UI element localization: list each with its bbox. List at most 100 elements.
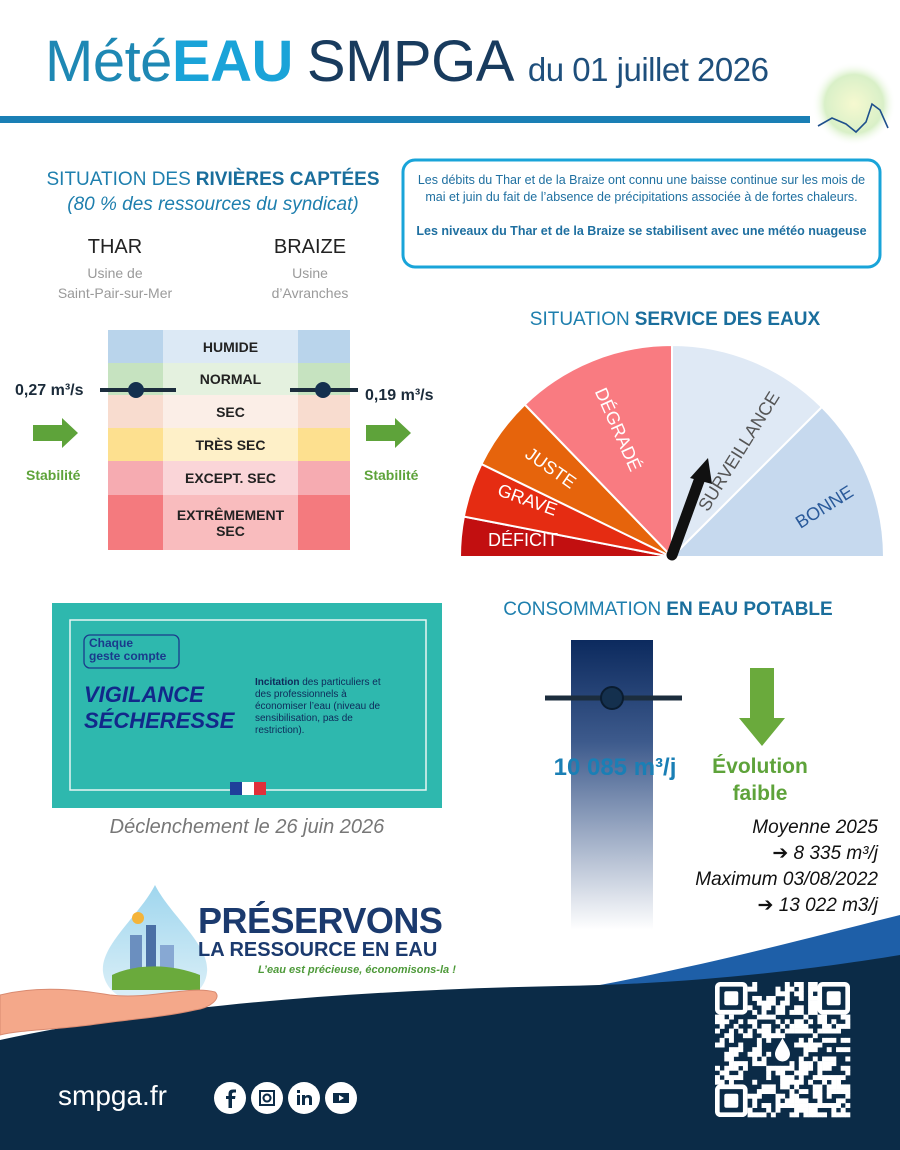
qr-module xyxy=(840,1098,846,1104)
qr-module xyxy=(752,1103,758,1108)
qr-module xyxy=(808,1037,814,1043)
qr-module xyxy=(794,1070,800,1076)
qr-module xyxy=(766,1051,772,1057)
qr-module xyxy=(724,1019,730,1025)
qr-module xyxy=(822,1065,828,1071)
qr-module xyxy=(822,1023,828,1029)
qr-module xyxy=(845,1019,851,1025)
qr-module xyxy=(798,1019,804,1025)
qr-module xyxy=(817,1089,823,1095)
qr-module xyxy=(822,1112,828,1118)
qr-module xyxy=(812,1103,818,1108)
reference-value: ➔ 8 335 m³/j xyxy=(772,843,878,864)
qr-module xyxy=(766,1089,772,1095)
qr-module xyxy=(761,1112,767,1118)
thar-marker xyxy=(100,382,176,398)
qr-module xyxy=(766,1075,772,1081)
qr-module xyxy=(728,1014,734,1020)
qr-module xyxy=(770,1084,776,1090)
qr-module xyxy=(826,1084,832,1090)
qr-module xyxy=(798,1042,804,1048)
flow-value: 0,19 m³/s xyxy=(365,387,434,404)
level-label: SEC xyxy=(216,403,245,420)
title-part: RIVIÈRES CAPTÉES xyxy=(195,169,380,190)
qr-module xyxy=(831,1061,837,1067)
social-icon xyxy=(251,1082,283,1114)
qr-module xyxy=(808,1005,814,1011)
qr-module xyxy=(812,986,818,992)
level-band xyxy=(298,428,350,461)
title-part: SITUATION DES xyxy=(46,169,191,190)
info-text: Les débits du Thar et de la Braize ont c… xyxy=(413,172,870,240)
qr-module xyxy=(831,1103,837,1108)
qr-finder xyxy=(714,1084,748,1117)
qr-module xyxy=(803,1051,809,1057)
qr-module xyxy=(761,1089,767,1095)
qr-module xyxy=(794,982,800,987)
qr-module xyxy=(840,1075,846,1081)
qr-module xyxy=(770,1014,776,1020)
trend-line: faible xyxy=(732,782,788,805)
qr-module xyxy=(840,1089,846,1095)
qr-module xyxy=(803,1112,809,1118)
qr-module xyxy=(756,1089,762,1095)
qr-module xyxy=(803,1107,809,1113)
qr-module xyxy=(831,1028,837,1034)
qr-module xyxy=(719,1019,725,1025)
qr-module xyxy=(752,1112,758,1118)
qr-module xyxy=(719,1070,725,1076)
qr-module xyxy=(728,1037,734,1043)
qr-module xyxy=(845,1112,851,1118)
qr-module xyxy=(780,1023,786,1029)
qr-module xyxy=(826,1023,832,1029)
qr-module xyxy=(789,1028,795,1034)
reference-label: Maximum 03/08/2022 xyxy=(695,869,878,890)
qr-module xyxy=(775,986,781,992)
qr-module xyxy=(784,982,790,987)
qr-module xyxy=(822,1079,828,1085)
qr-module xyxy=(761,1000,767,1006)
qr-module xyxy=(817,1112,823,1118)
qr-module xyxy=(761,1061,767,1067)
qr-module xyxy=(798,1009,804,1015)
qr-module xyxy=(752,1019,758,1025)
qr-module xyxy=(752,982,758,987)
qr-module xyxy=(770,1112,776,1118)
qr-module xyxy=(742,1061,748,1067)
qr-module xyxy=(724,1033,730,1039)
qr-module xyxy=(747,986,753,992)
qr-module xyxy=(724,1056,730,1062)
qr-module xyxy=(775,1019,781,1025)
qr-module xyxy=(826,1075,832,1081)
qr-module xyxy=(817,1014,823,1020)
qr-module xyxy=(794,1112,800,1118)
consumption-marker xyxy=(545,686,682,710)
level-band xyxy=(108,461,163,495)
qr-module xyxy=(808,1107,814,1113)
qr-module xyxy=(812,1089,818,1095)
trend-label: Stabilité xyxy=(364,467,419,483)
header-rule xyxy=(0,116,810,123)
qr-module xyxy=(845,1014,851,1020)
qr-module xyxy=(789,1093,795,1099)
qr-module xyxy=(752,1009,758,1015)
qr-module xyxy=(822,1019,828,1025)
qr-module xyxy=(756,995,762,1001)
qr-module xyxy=(738,1061,744,1067)
qr-module xyxy=(836,1089,841,1095)
qr-module xyxy=(812,1084,818,1090)
qr-module xyxy=(719,1042,725,1048)
social-glyph xyxy=(297,1090,312,1105)
level-band xyxy=(163,428,298,461)
qr-module xyxy=(803,1014,809,1020)
qr-module xyxy=(780,1065,786,1071)
info-paragraph: Les niveaux du Thar et de la Braize se s… xyxy=(416,224,867,238)
qr-module xyxy=(756,1093,762,1099)
qr-module xyxy=(836,1047,841,1053)
title-part: EAU xyxy=(171,29,293,94)
qr-module xyxy=(808,1047,814,1053)
qr-module xyxy=(831,1056,837,1062)
qr-module xyxy=(752,1047,758,1053)
qr-module xyxy=(719,1037,725,1043)
qr-module xyxy=(715,1042,720,1048)
